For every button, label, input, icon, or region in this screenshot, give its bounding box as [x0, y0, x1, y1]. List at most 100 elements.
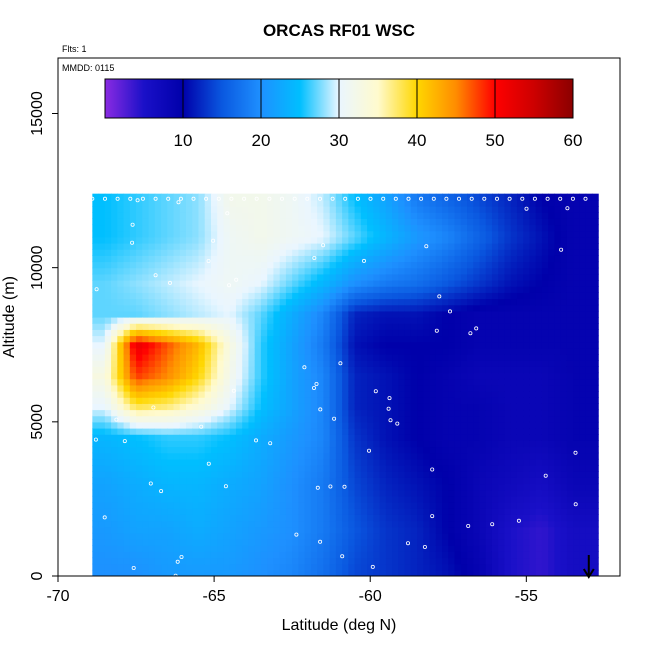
- heatmap-cell: [285, 378, 293, 386]
- heatmap-cell: [279, 508, 287, 515]
- heatmap-cell: [179, 335, 187, 343]
- heatmap-cell: [460, 539, 468, 546]
- heatmap-cell: [510, 317, 518, 324]
- heatmap-cell: [117, 452, 125, 460]
- heatmap-cell: [98, 335, 106, 343]
- heatmap-cell: [467, 421, 474, 429]
- heatmap-cell: [267, 428, 275, 435]
- heatmap-cell: [92, 280, 100, 287]
- heatmap-cell: [392, 471, 399, 478]
- heatmap-cell: [260, 446, 268, 454]
- heatmap-cell: [136, 391, 143, 398]
- heatmap-cell: [117, 199, 125, 207]
- heatmap-cell: [498, 354, 506, 361]
- heatmap-cell: [504, 477, 512, 485]
- heatmap-cell: [548, 230, 556, 238]
- heatmap-cell: [398, 236, 406, 244]
- heatmap-cell: [516, 569, 524, 576]
- heatmap-cell: [229, 199, 237, 207]
- heatmap-cell: [192, 199, 200, 207]
- heatmap-cell: [279, 206, 287, 213]
- heatmap-cell: [541, 224, 549, 232]
- heatmap-cell: [335, 446, 343, 454]
- heatmap-cell: [498, 317, 506, 324]
- heatmap-cell: [304, 378, 312, 386]
- heatmap-cell: [442, 551, 449, 559]
- heatmap-cell: [136, 255, 143, 263]
- heatmap-cell: [285, 391, 293, 398]
- heatmap-cell: [429, 551, 437, 559]
- heatmap-cell: [523, 539, 531, 546]
- heatmap-cell: [173, 458, 181, 466]
- heatmap-cell: [260, 249, 268, 256]
- heatmap-cell: [304, 421, 312, 429]
- heatmap-cell: [491, 557, 499, 565]
- heatmap-cell: [192, 384, 200, 392]
- heatmap-cell: [323, 347, 331, 355]
- heatmap-cell: [423, 452, 431, 460]
- heatmap-cell: [516, 280, 524, 287]
- heatmap-cell: [442, 403, 449, 411]
- heatmap-cell: [335, 495, 343, 503]
- heatmap-cell: [136, 532, 143, 540]
- heatmap-cell: [210, 514, 218, 522]
- heatmap-cell: [173, 415, 181, 423]
- heatmap-cell: [360, 249, 368, 256]
- heatmap-cell: [129, 341, 137, 349]
- heatmap-cell: [229, 557, 237, 565]
- heatmap-cell: [292, 440, 300, 448]
- heatmap-cell: [460, 508, 468, 515]
- heatmap-cell: [516, 421, 524, 429]
- heatmap-cell: [516, 514, 524, 522]
- heatmap-cell: [242, 267, 250, 275]
- heatmap-cell: [379, 335, 387, 343]
- heatmap-cell: [317, 397, 324, 404]
- heatmap-cell: [467, 292, 474, 300]
- heatmap-cell: [504, 323, 512, 330]
- heatmap-cell: [323, 304, 331, 312]
- heatmap-cell: [167, 569, 175, 576]
- heatmap-cell: [92, 502, 100, 509]
- heatmap-cell: [192, 230, 200, 238]
- heatmap-cell: [485, 341, 493, 349]
- heatmap-cell: [186, 261, 193, 269]
- heatmap-cell: [410, 212, 418, 219]
- heatmap-cell: [117, 440, 125, 448]
- heatmap-cell: [123, 421, 131, 429]
- heatmap-cell: [117, 384, 125, 392]
- heatmap-cell: [429, 341, 437, 349]
- heatmap-cell: [161, 421, 168, 429]
- heatmap-cell: [460, 218, 468, 226]
- heatmap-cell: [310, 317, 318, 324]
- heatmap-cell: [348, 347, 356, 355]
- heatmap-cell: [342, 446, 349, 454]
- heatmap-cell: [523, 341, 531, 349]
- heatmap-cell: [123, 329, 131, 337]
- heatmap-cell: [442, 249, 449, 256]
- heatmap-cell: [348, 212, 356, 219]
- heatmap-cell: [161, 520, 168, 528]
- heatmap-cell: [248, 483, 256, 491]
- heatmap-cell: [179, 317, 187, 324]
- heatmap-cell: [385, 310, 393, 318]
- heatmap-cell: [186, 384, 193, 392]
- heatmap-cell: [198, 514, 206, 522]
- heatmap-cell: [161, 508, 168, 515]
- heatmap-cell: [392, 354, 399, 361]
- heatmap-cell: [354, 317, 362, 324]
- heatmap-cell: [129, 563, 137, 571]
- heatmap-cell: [242, 286, 250, 293]
- heatmap-cell: [161, 218, 168, 226]
- heatmap-cell: [104, 366, 112, 374]
- heatmap-cell: [435, 280, 443, 287]
- heatmap-cell: [98, 403, 106, 411]
- heatmap-cell: [179, 569, 187, 576]
- heatmap-cell: [148, 280, 156, 287]
- heatmap-cell: [260, 508, 268, 515]
- heatmap-cell: [210, 569, 218, 576]
- heatmap-cell: [161, 415, 168, 423]
- heatmap-cell: [379, 526, 387, 534]
- heatmap-cell: [392, 206, 399, 213]
- heatmap-cell: [267, 354, 275, 361]
- heatmap-cell: [541, 255, 549, 263]
